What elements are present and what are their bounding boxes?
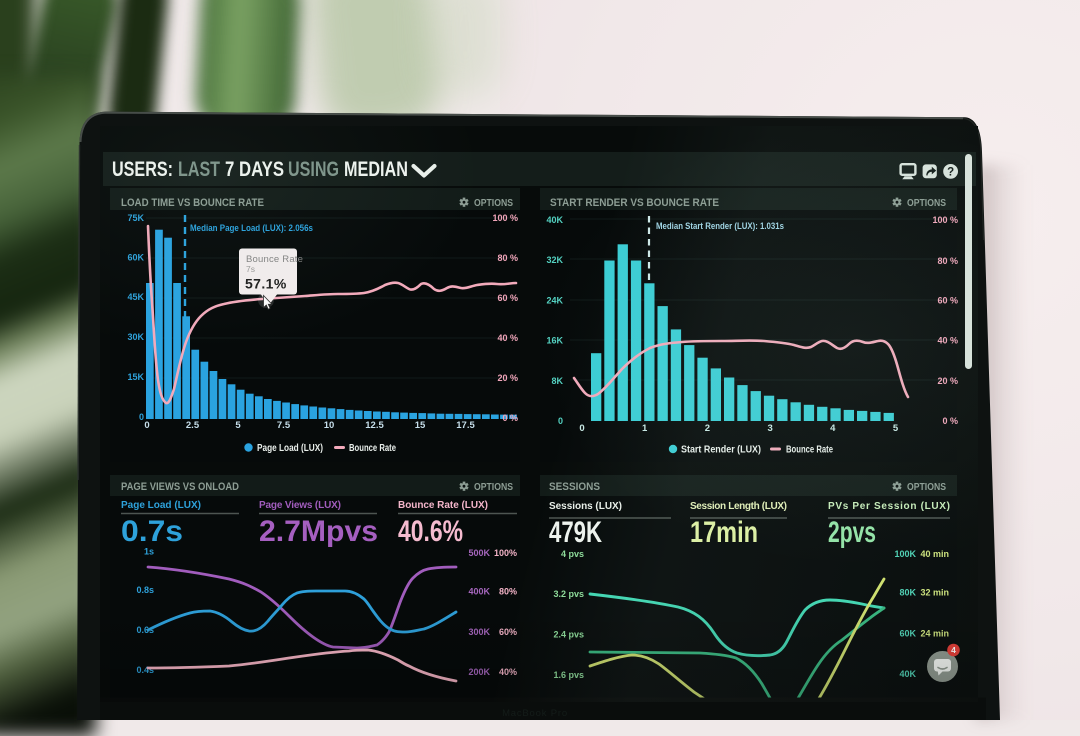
svg-text:500K: 500K <box>468 548 490 558</box>
svg-text:Bounce Rate: Bounce Rate <box>786 445 833 456</box>
svg-text:100K: 100K <box>894 549 916 559</box>
svg-text:Bounce Rate: Bounce Rate <box>246 254 303 265</box>
svg-text:1.6 pvs: 1.6 pvs <box>553 670 584 680</box>
svg-text:40 min: 40 min <box>920 549 949 559</box>
svg-text:15K: 15K <box>127 372 144 382</box>
svg-text:100 %: 100 % <box>492 213 518 223</box>
svg-text:0.7s: 0.7s <box>121 515 183 548</box>
svg-text:40K: 40K <box>899 669 916 679</box>
svg-text:16K: 16K <box>546 336 563 346</box>
svg-text:PAGE VIEWS VS ONLOAD: PAGE VIEWS VS ONLOAD <box>121 481 239 493</box>
svg-text:20 %: 20 % <box>937 376 958 386</box>
svg-text:MacBook Pro: MacBook Pro <box>502 708 568 719</box>
svg-text:60 %: 60 % <box>497 293 518 303</box>
svg-text:17.5: 17.5 <box>456 420 475 431</box>
svg-text:15: 15 <box>415 420 426 431</box>
svg-text:START RENDER VS BOUNCE RATE: START RENDER VS BOUNCE RATE <box>550 197 719 209</box>
svg-text:60 %: 60 % <box>937 296 958 306</box>
svg-text:OPTIONS: OPTIONS <box>474 482 513 493</box>
svg-text:0: 0 <box>144 420 149 431</box>
svg-text:OPTIONS: OPTIONS <box>907 482 946 493</box>
svg-text:USERS:: USERS: <box>112 158 173 181</box>
svg-text:Bounce Rate: Bounce Rate <box>349 443 396 454</box>
svg-text:4: 4 <box>951 645 956 655</box>
svg-text:32 min: 32 min <box>920 588 949 598</box>
svg-text:OPTIONS: OPTIONS <box>907 198 946 209</box>
svg-text:?: ? <box>947 167 954 179</box>
svg-text:57.1%: 57.1% <box>245 276 287 292</box>
svg-text:7.5: 7.5 <box>277 420 291 431</box>
svg-text:Page Load (LUX): Page Load (LUX) <box>257 443 323 454</box>
svg-text:0.8s: 0.8s <box>136 585 154 595</box>
svg-text:80%: 80% <box>499 587 517 597</box>
svg-text:Bounce Rate (LUX): Bounce Rate (LUX) <box>398 500 488 511</box>
svg-text:400K: 400K <box>468 587 490 597</box>
svg-text:4: 4 <box>830 423 836 434</box>
svg-text:7 DAYS: 7 DAYS <box>225 158 284 181</box>
svg-text:0 %: 0 % <box>502 413 518 423</box>
svg-text:Median Page Load (LUX): 2.056s: Median Page Load (LUX): 2.056s <box>190 223 313 234</box>
svg-text:40K: 40K <box>546 215 563 225</box>
svg-text:0.6s: 0.6s <box>136 625 154 635</box>
svg-text:100%: 100% <box>494 548 517 558</box>
svg-text:1: 1 <box>642 423 648 434</box>
svg-text:1s: 1s <box>144 547 154 557</box>
svg-text:Session Length (LUX): Session Length (LUX) <box>690 501 787 512</box>
svg-text:PVs Per Session (LUX): PVs Per Session (LUX) <box>828 501 950 512</box>
svg-text:3.2 pvs: 3.2 pvs <box>553 589 584 599</box>
svg-text:40 %: 40 % <box>497 333 518 343</box>
svg-text:0: 0 <box>579 423 584 434</box>
svg-text:LOAD TIME VS BOUNCE RATE: LOAD TIME VS BOUNCE RATE <box>121 197 264 209</box>
svg-text:24K: 24K <box>546 296 563 306</box>
svg-text:0 %: 0 % <box>942 416 958 426</box>
svg-text:10: 10 <box>324 420 335 431</box>
svg-text:45K: 45K <box>127 292 144 302</box>
svg-text:30K: 30K <box>127 332 144 342</box>
svg-text:MEDIAN: MEDIAN <box>344 158 408 181</box>
svg-text:479K: 479K <box>549 516 602 549</box>
svg-text:Median Start Render (LUX): 1.0: Median Start Render (LUX): 1.031s <box>656 221 784 232</box>
svg-text:40.6%: 40.6% <box>398 515 463 548</box>
svg-text:80 %: 80 % <box>497 253 518 263</box>
svg-text:7s: 7s <box>246 264 255 274</box>
svg-text:0: 0 <box>558 416 563 426</box>
svg-text:60K: 60K <box>127 253 144 263</box>
svg-text:USING: USING <box>288 158 339 181</box>
svg-text:24 min: 24 min <box>920 629 949 639</box>
svg-text:60K: 60K <box>899 629 916 639</box>
svg-text:Start Render (LUX): Start Render (LUX) <box>681 445 761 456</box>
svg-text:17min: 17min <box>690 516 758 549</box>
svg-text:2: 2 <box>705 423 710 434</box>
svg-text:Sessions (LUX): Sessions (LUX) <box>549 501 622 512</box>
svg-text:32K: 32K <box>546 255 563 265</box>
svg-text:SESSIONS: SESSIONS <box>549 481 600 493</box>
svg-text:OPTIONS: OPTIONS <box>474 198 513 209</box>
svg-text:0: 0 <box>139 412 144 422</box>
svg-text:0.4s: 0.4s <box>136 665 154 675</box>
svg-text:Page Views (LUX): Page Views (LUX) <box>259 500 341 511</box>
svg-text:2.7Mpvs: 2.7Mpvs <box>259 515 378 548</box>
svg-text:60%: 60% <box>499 627 517 637</box>
svg-text:75K: 75K <box>127 213 144 223</box>
svg-text:40%: 40% <box>499 667 517 677</box>
svg-text:4 pvs: 4 pvs <box>561 549 584 559</box>
svg-text:2pvs: 2pvs <box>828 516 876 549</box>
svg-text:80 %: 80 % <box>937 256 958 266</box>
svg-text:20 %: 20 % <box>497 373 518 383</box>
svg-text:5: 5 <box>893 423 899 434</box>
svg-text:40 %: 40 % <box>937 336 958 346</box>
svg-text:2.5: 2.5 <box>186 420 200 431</box>
svg-text:12.5: 12.5 <box>365 420 384 431</box>
svg-text:200K: 200K <box>468 667 490 677</box>
svg-text:80K: 80K <box>899 588 916 598</box>
svg-text:300K: 300K <box>468 627 490 637</box>
svg-text:Page Load (LUX): Page Load (LUX) <box>121 500 201 511</box>
svg-text:100 %: 100 % <box>932 215 958 225</box>
svg-text:LAST: LAST <box>178 158 220 181</box>
svg-text:5: 5 <box>235 420 241 431</box>
svg-text:3: 3 <box>767 423 772 434</box>
svg-text:2.4 pvs: 2.4 pvs <box>553 630 584 640</box>
svg-text:8K: 8K <box>551 376 563 386</box>
